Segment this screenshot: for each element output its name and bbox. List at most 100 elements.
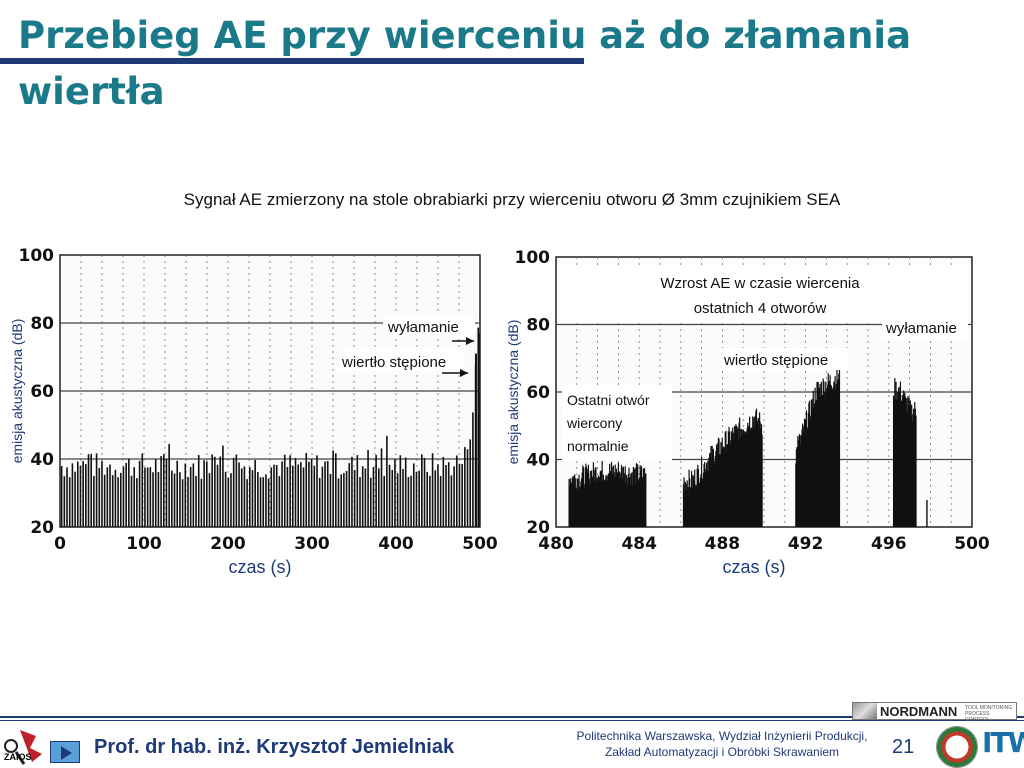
data-bar: [569, 486, 571, 527]
data-bar: [692, 476, 695, 527]
annotation-label: Ostatni otwór: [567, 392, 650, 408]
nordmann-logo-text: NORDMANN: [880, 704, 958, 719]
data-bar: [693, 480, 695, 527]
data-bar: [265, 474, 267, 527]
data-bar: [893, 397, 895, 527]
data-bar: [90, 453, 93, 527]
data-bar: [466, 449, 469, 527]
annotation-arrow-head: [460, 369, 468, 377]
data-bar: [238, 462, 240, 527]
data-bar: [808, 400, 811, 527]
x-tick-label: 0: [54, 534, 66, 554]
data-bar: [141, 453, 144, 527]
data-bar: [803, 431, 805, 527]
data-bar: [735, 424, 737, 527]
data-bar: [718, 438, 720, 527]
next-slide-button[interactable]: [50, 741, 80, 763]
data-bar: [595, 483, 598, 527]
data-bar: [569, 478, 571, 527]
data-bar: [597, 480, 599, 527]
data-bar: [719, 453, 721, 527]
data-bar: [208, 473, 211, 527]
data-bar: [195, 475, 197, 527]
data-bar: [829, 375, 831, 527]
data-bar: [168, 443, 170, 527]
annotation-label: normalnie: [567, 438, 629, 454]
data-bar: [302, 467, 305, 527]
data-bar: [698, 483, 700, 527]
data-bar: [605, 475, 607, 527]
data-bar: [412, 463, 415, 527]
data-bar: [800, 435, 802, 527]
data-bar: [426, 471, 429, 527]
data-bar: [899, 391, 901, 527]
data-bar: [909, 400, 912, 527]
data-bar: [232, 457, 235, 527]
data-bar: [753, 417, 755, 527]
data-bar: [799, 444, 801, 527]
data-bar: [837, 379, 839, 527]
data-bar: [645, 473, 647, 527]
data-bar: [744, 431, 746, 527]
data-bar: [725, 452, 728, 527]
data-bar: [819, 383, 821, 527]
data-bar: [643, 468, 646, 527]
data-bar: [735, 425, 738, 527]
data-bar: [905, 411, 907, 527]
data-bar: [737, 440, 739, 527]
data-bar: [620, 478, 622, 527]
data-bar: [812, 390, 814, 527]
data-bar: [690, 470, 693, 527]
data-bar: [748, 430, 750, 527]
data-bar: [732, 432, 734, 527]
data-bar: [589, 471, 591, 527]
annotation-label: wiertło stępione: [341, 354, 446, 371]
y-tick-label: 80: [526, 316, 550, 336]
data-bar: [803, 418, 806, 527]
x-tick-label: 400: [378, 534, 414, 554]
data-bar: [835, 389, 837, 527]
data-bar: [574, 474, 576, 527]
data-bar: [713, 464, 715, 527]
data-bar: [695, 484, 697, 527]
data-bar: [635, 483, 637, 527]
data-bar: [816, 381, 818, 527]
data-bar: [588, 485, 590, 527]
data-bar: [326, 460, 329, 527]
data-bar: [643, 483, 645, 527]
data-bar: [912, 408, 915, 527]
data-bar: [606, 475, 608, 527]
data-bar: [343, 473, 345, 527]
data-bar: [730, 440, 732, 527]
data-bar: [913, 414, 915, 527]
data-bar: [740, 428, 742, 527]
data-bar: [747, 425, 749, 527]
data-bar: [690, 487, 692, 527]
data-bar: [599, 471, 601, 527]
footer-rule: [0, 716, 1024, 718]
data-bar: [369, 477, 372, 527]
data-bar: [810, 418, 812, 527]
data-bar: [836, 366, 838, 527]
data-bar: [727, 444, 729, 527]
ae-chart-full: 20 40 60 80 100 0 100 200 300 400 500 czas (s) emisj…: [9, 246, 498, 577]
data-bar: [574, 478, 576, 527]
data-bar: [631, 472, 633, 527]
data-bar: [902, 398, 904, 527]
data-bar: [423, 457, 426, 527]
data-bar: [832, 388, 834, 527]
data-bar: [165, 459, 168, 527]
data-bar: [458, 463, 461, 527]
data-bar: [144, 467, 146, 527]
data-bar: [114, 469, 117, 527]
data-bar: [827, 384, 829, 527]
data-bar: [714, 461, 716, 527]
x-axis-label: czas (s): [229, 557, 292, 577]
data-bar: [605, 480, 608, 527]
data-bar: [827, 373, 829, 527]
data-bar: [907, 404, 910, 527]
data-bar: [752, 422, 754, 527]
data-bar: [604, 479, 606, 527]
data-bar: [685, 483, 687, 527]
data-bar: [896, 391, 898, 527]
